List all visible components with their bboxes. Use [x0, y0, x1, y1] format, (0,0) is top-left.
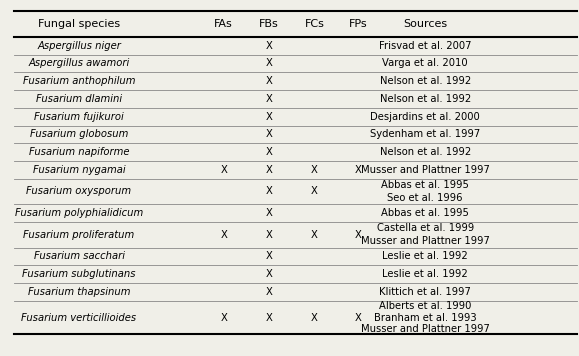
Text: X: X: [311, 165, 318, 175]
Text: Fusarium verticillioides: Fusarium verticillioides: [21, 313, 137, 323]
Text: X: X: [266, 129, 273, 140]
Text: X: X: [266, 76, 273, 86]
Text: X: X: [266, 112, 273, 122]
Text: Frisvad et al. 2007: Frisvad et al. 2007: [379, 41, 471, 51]
Text: X: X: [311, 313, 318, 323]
Text: Fusarium anthophilum: Fusarium anthophilum: [23, 76, 135, 86]
Text: Fusarium sacchari: Fusarium sacchari: [34, 251, 124, 261]
Text: X: X: [266, 208, 273, 218]
Text: FCs: FCs: [305, 19, 324, 29]
Text: Fusarium dlamini: Fusarium dlamini: [36, 94, 122, 104]
Text: X: X: [266, 269, 273, 279]
Text: Musser and Plattner 1997: Musser and Plattner 1997: [361, 165, 490, 175]
Text: X: X: [266, 165, 273, 175]
Text: Abbas et al. 1995: Abbas et al. 1995: [381, 180, 469, 190]
Text: Fungal species: Fungal species: [38, 19, 120, 29]
Text: X: X: [266, 58, 273, 68]
Text: Fusarium polyphialidicum: Fusarium polyphialidicum: [15, 208, 143, 218]
Text: X: X: [220, 165, 227, 175]
Text: Musser and Plattner 1997: Musser and Plattner 1997: [361, 324, 490, 334]
Text: Seo et al. 1996: Seo et al. 1996: [387, 193, 463, 203]
Text: X: X: [266, 94, 273, 104]
Text: X: X: [266, 41, 273, 51]
Text: X: X: [220, 230, 227, 240]
Text: Fusarium subglutinans: Fusarium subglutinans: [23, 269, 136, 279]
Text: X: X: [266, 313, 273, 323]
Text: X: X: [266, 147, 273, 157]
Text: X: X: [355, 230, 362, 240]
Text: Fusarium globosum: Fusarium globosum: [30, 129, 128, 140]
Text: Varga et al. 2010: Varga et al. 2010: [382, 58, 468, 68]
Text: Alberts et al. 1990: Alberts et al. 1990: [379, 301, 471, 311]
Text: Sources: Sources: [403, 19, 447, 29]
Text: X: X: [311, 230, 318, 240]
Text: Nelson et al. 1992: Nelson et al. 1992: [379, 76, 471, 86]
Text: Fusarium napiforme: Fusarium napiforme: [29, 147, 129, 157]
Text: Fusarium nygamai: Fusarium nygamai: [33, 165, 126, 175]
Text: Leslie et al. 1992: Leslie et al. 1992: [382, 251, 468, 261]
Text: Sydenham et al. 1997: Sydenham et al. 1997: [370, 129, 480, 140]
Text: X: X: [266, 251, 273, 261]
Text: Desjardins et al. 2000: Desjardins et al. 2000: [370, 112, 480, 122]
Text: Aspergillus awamori: Aspergillus awamori: [28, 58, 130, 68]
Text: X: X: [220, 313, 227, 323]
Text: Klittich et al. 1997: Klittich et al. 1997: [379, 287, 471, 297]
Text: Nelson et al. 1992: Nelson et al. 1992: [379, 94, 471, 104]
Text: FPs: FPs: [349, 19, 368, 29]
Text: FBs: FBs: [259, 19, 279, 29]
Text: Fusarium thapsinum: Fusarium thapsinum: [28, 287, 130, 297]
Text: Branham et al. 1993: Branham et al. 1993: [374, 313, 477, 323]
Text: Fusarium proliferatum: Fusarium proliferatum: [23, 230, 135, 240]
Text: X: X: [266, 230, 273, 240]
Text: Nelson et al. 1992: Nelson et al. 1992: [379, 147, 471, 157]
Text: Fusarium oxysporum: Fusarium oxysporum: [27, 187, 131, 197]
Text: Aspergillus niger: Aspergillus niger: [37, 41, 121, 51]
Text: FAs: FAs: [214, 19, 233, 29]
Text: Leslie et al. 1992: Leslie et al. 1992: [382, 269, 468, 279]
Text: X: X: [266, 287, 273, 297]
Text: X: X: [355, 165, 362, 175]
Text: Fusarium fujikuroi: Fusarium fujikuroi: [34, 112, 124, 122]
Text: X: X: [266, 187, 273, 197]
Text: Musser and Plattner 1997: Musser and Plattner 1997: [361, 236, 490, 246]
Text: Castella et al. 1999: Castella et al. 1999: [376, 223, 474, 233]
Text: Abbas et al. 1995: Abbas et al. 1995: [381, 208, 469, 218]
Text: X: X: [311, 187, 318, 197]
Text: X: X: [355, 313, 362, 323]
